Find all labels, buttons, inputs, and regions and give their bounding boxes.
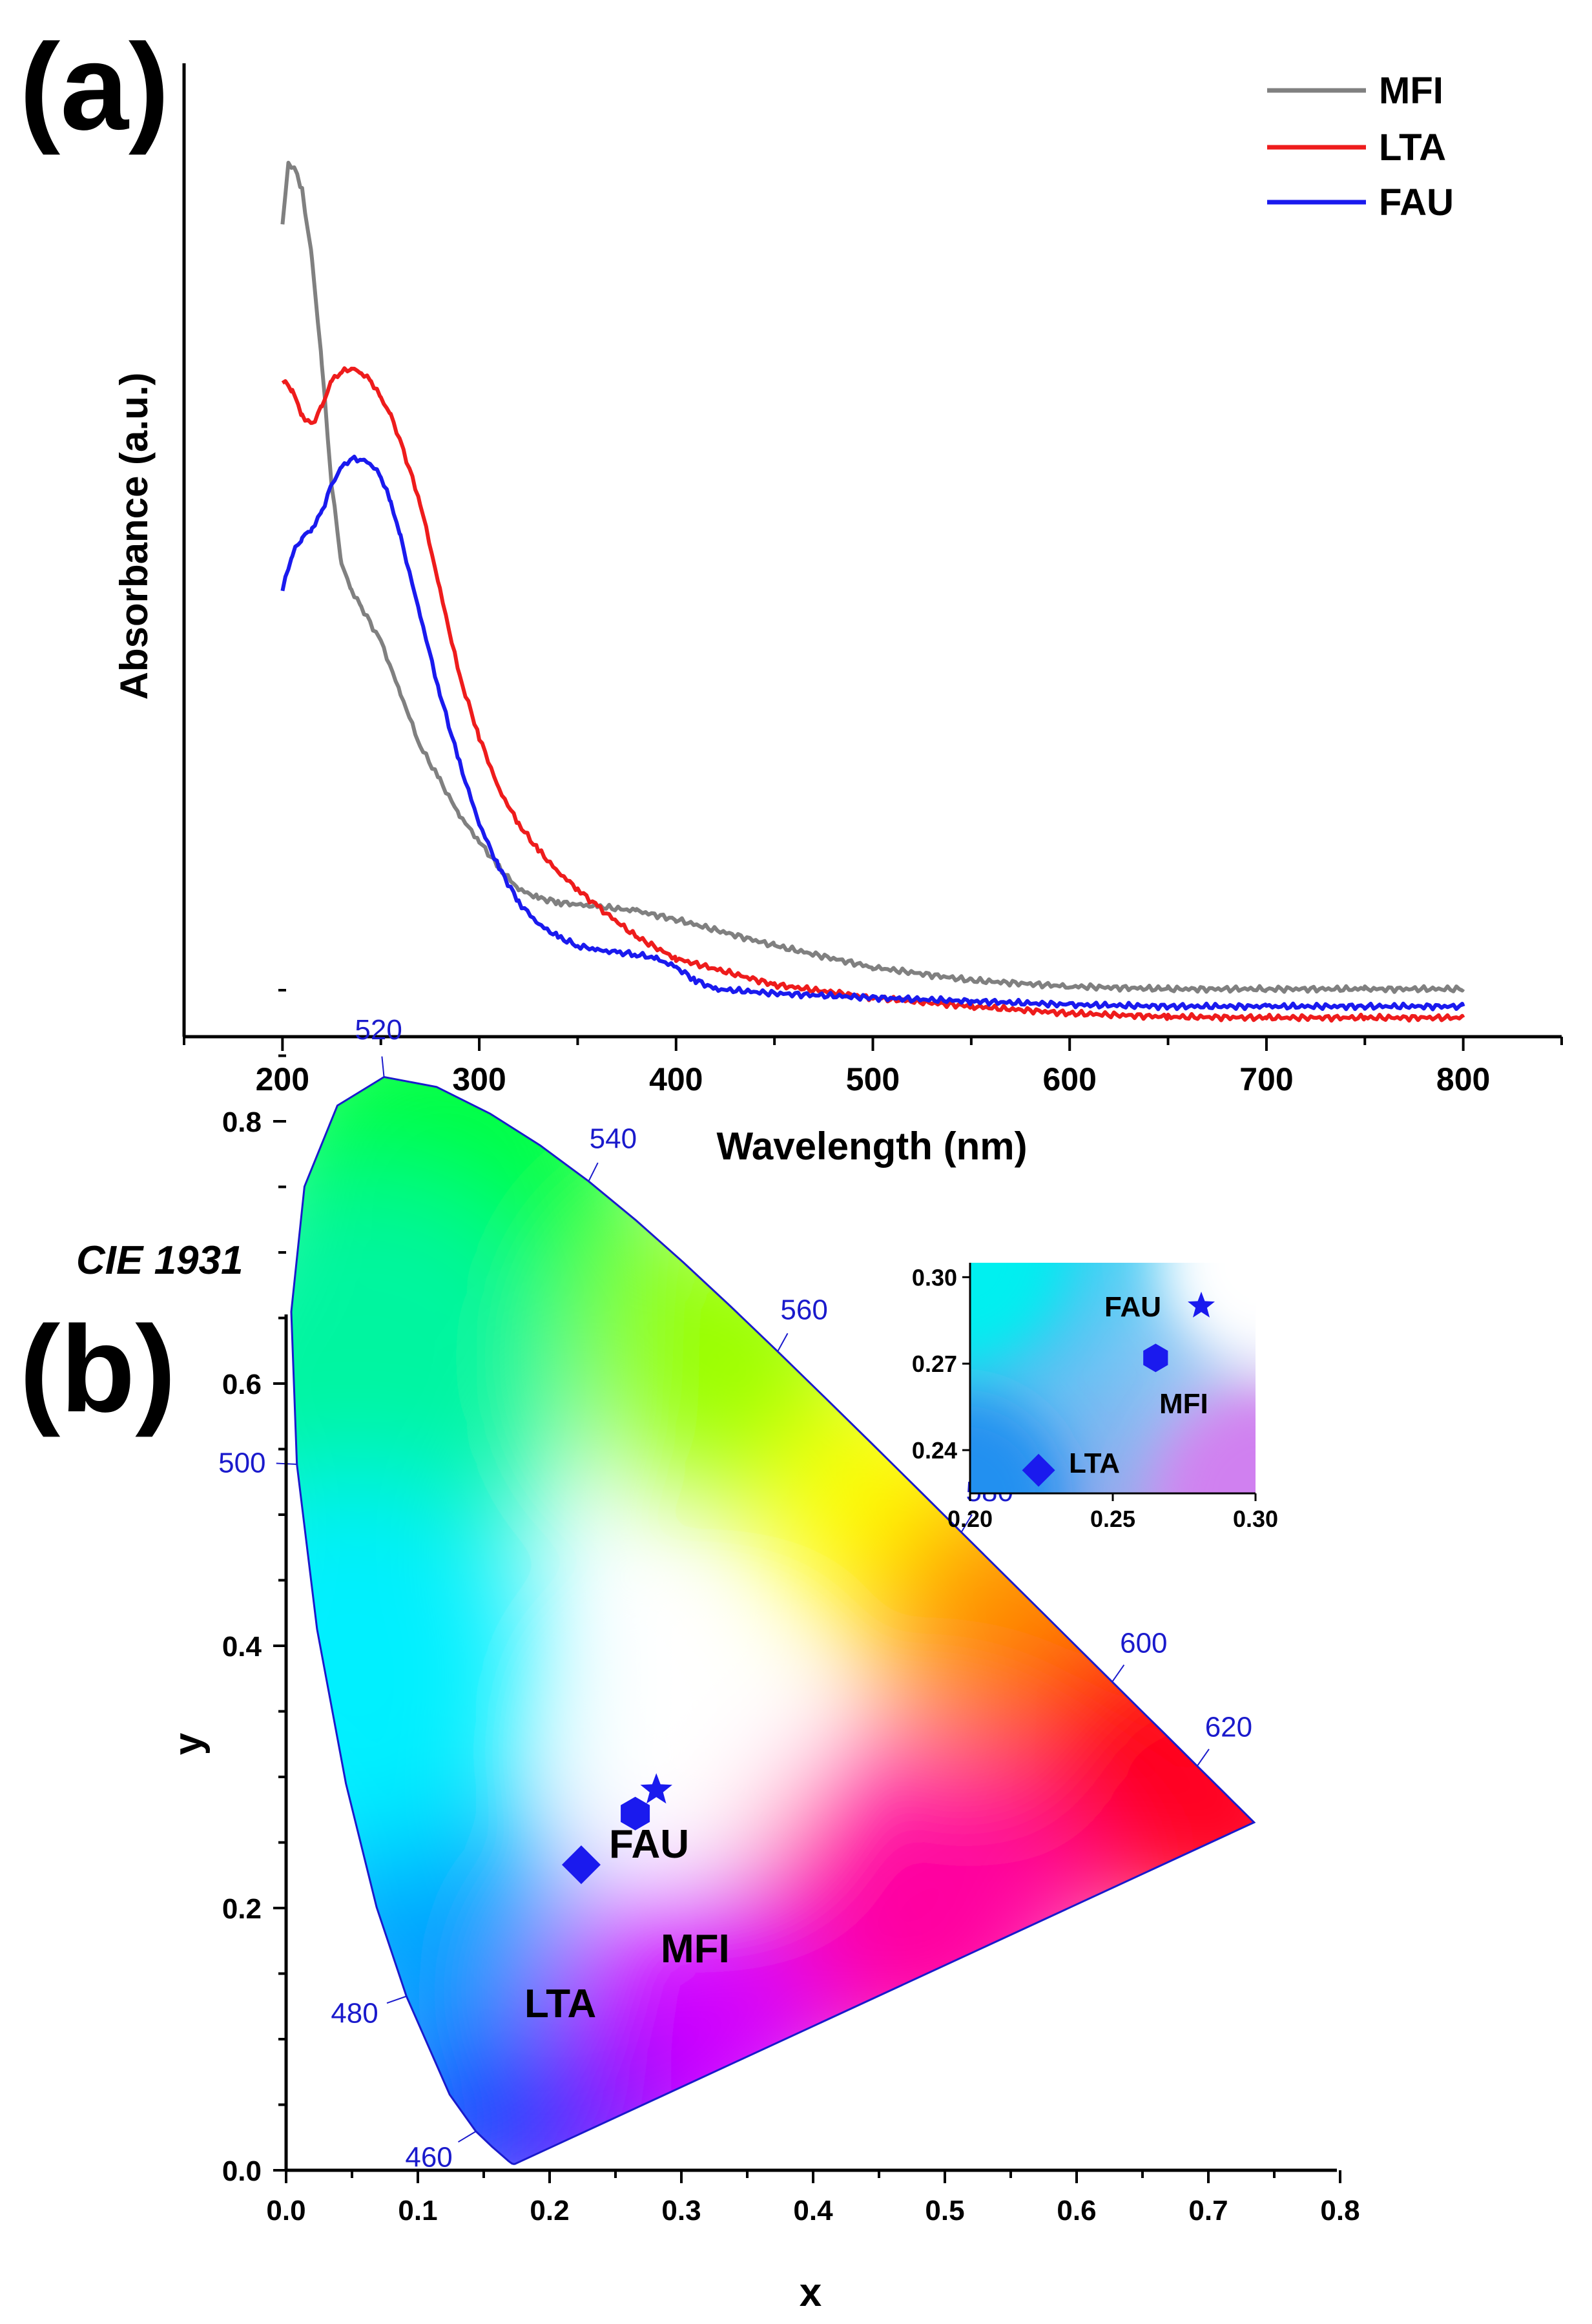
a-series-line-lta bbox=[281, 366, 1465, 1023]
point-label-lta: LTA bbox=[524, 1982, 596, 2026]
a-x-tick-label: 400 bbox=[649, 1061, 703, 1097]
wavelength-label-480: 480 bbox=[331, 1997, 378, 2029]
wavelength-tick bbox=[458, 2130, 477, 2143]
inset-marker-mfi bbox=[1143, 1344, 1168, 1373]
b-x-tick-label: 0.3 bbox=[661, 2195, 701, 2226]
inset-points bbox=[1022, 1291, 1215, 1487]
wavelength-tick bbox=[777, 1333, 789, 1352]
point-marker-fau bbox=[640, 1773, 672, 1804]
b-x-tick-label: 0.8 bbox=[1320, 2195, 1359, 2226]
legend-label-mfi: MFI bbox=[1379, 70, 1443, 112]
inset-label-mfi: MFI bbox=[1159, 1388, 1208, 1420]
a-x-tick-label: 600 bbox=[1042, 1061, 1096, 1097]
legend-label-fau: FAU bbox=[1379, 182, 1454, 223]
b-tick-labels: 0.0 0.1 0.2 0.3 0.4 0.5 0.6 0.7 0.8 0.0 0.2 0.4 0.6 0… bbox=[222, 1106, 1360, 2226]
wavelength-label-600: 600 bbox=[1120, 1627, 1167, 1659]
a-x-tick-label: 300 bbox=[452, 1061, 506, 1097]
inset-y-tick-label: 0.30 bbox=[912, 1264, 957, 1291]
a-y-axis-title: Absorbance (a.u.) bbox=[112, 373, 156, 700]
a-x-tick-label: 500 bbox=[846, 1061, 900, 1097]
panel-a-label: (a) bbox=[19, 19, 169, 156]
b-y-tick-label: 0.8 bbox=[222, 1106, 262, 1138]
inset-ticks bbox=[962, 1276, 1257, 1501]
inset-marker-fau bbox=[1188, 1291, 1215, 1318]
inset-label-lta: LTA bbox=[1069, 1447, 1120, 1479]
wavelength-label-500: 500 bbox=[218, 1447, 265, 1478]
point-label-fau: FAU bbox=[609, 1822, 689, 1867]
wavelength-label-540: 540 bbox=[590, 1123, 637, 1155]
wavelength-label-520: 520 bbox=[355, 1014, 402, 1046]
panel-b-label: (b) bbox=[19, 1301, 176, 1438]
inset-x-tick-label: 0.25 bbox=[1090, 1506, 1135, 1532]
a-x-ticks bbox=[183, 1037, 1563, 1051]
inset-y-tick-label: 0.27 bbox=[912, 1351, 957, 1377]
wavelength-tick bbox=[1196, 1748, 1210, 1767]
wavelength-label-460: 460 bbox=[405, 2141, 452, 2173]
a-x-tick-label: 800 bbox=[1436, 1061, 1490, 1097]
inset-marker-lta bbox=[1022, 1453, 1055, 1487]
a-series-line-fau bbox=[280, 454, 1465, 1012]
point-marker-lta bbox=[561, 1845, 601, 1885]
b-x-tick-label: 0.6 bbox=[1057, 2195, 1096, 2226]
wavelength-label-620: 620 bbox=[1205, 1712, 1252, 1743]
wavelength-tick bbox=[381, 1056, 385, 1077]
b-y-tick-label: 0.6 bbox=[222, 1369, 262, 1400]
b-x-tick-label: 0.4 bbox=[793, 2195, 833, 2226]
b-points bbox=[561, 1773, 672, 1885]
point-label-mfi: MFI bbox=[661, 1927, 730, 1971]
a-x-tick-labels: 200 300 400 500 600 700 800 bbox=[256, 1061, 1491, 1097]
a-legend: MFI LTA FAU bbox=[1267, 70, 1454, 223]
a-x-tick-label: 200 bbox=[256, 1061, 309, 1097]
point-marker-mfi bbox=[621, 1796, 650, 1831]
b-x-tick-label: 0.1 bbox=[398, 2195, 437, 2226]
b-x-tick-label: 0.5 bbox=[925, 2195, 964, 2226]
wavelength-tick bbox=[386, 1995, 407, 2004]
b-y-axis-title: y bbox=[166, 1732, 211, 1755]
inset-x-tick-label: 0.20 bbox=[947, 1506, 993, 1532]
inset-x-tick-label: 0.30 bbox=[1233, 1506, 1278, 1532]
legend-label-lta: LTA bbox=[1379, 127, 1446, 169]
inset-chart: 0.20 0.25 0.30 0.24 0.27 0.30 FAU MFI LTA bbox=[912, 1263, 1278, 1532]
inset-y-tick-label: 0.24 bbox=[912, 1437, 957, 1464]
inset-tick-labels: 0.20 0.25 0.30 0.24 0.27 0.30 bbox=[912, 1264, 1278, 1532]
wavelength-label-560: 560 bbox=[780, 1294, 827, 1326]
b-x-axis-title: x bbox=[800, 2270, 822, 2315]
a-x-axis-title: Wavelength (nm) bbox=[716, 1125, 1027, 1168]
cie-diagram-title: CIE 1931 bbox=[76, 1238, 243, 1283]
a-series-lines bbox=[280, 160, 1465, 1023]
b-x-tick-label: 0.0 bbox=[266, 2195, 305, 2226]
cie-diagram: CIE 1931 (b) 460 480 bbox=[19, 989, 1360, 2315]
absorbance-chart: (a) 200 300 400 500 600 700 800 Wavelength (nm… bbox=[19, 19, 1563, 1168]
inset-label-fau: FAU bbox=[1104, 1291, 1161, 1323]
wavelength-tick bbox=[1111, 1665, 1125, 1683]
wavelength-tick bbox=[588, 1162, 599, 1182]
wavelength-tick bbox=[960, 1514, 973, 1533]
a-x-tick-label: 700 bbox=[1239, 1061, 1293, 1097]
b-x-tick-label: 0.7 bbox=[1188, 2195, 1228, 2226]
a-series-line-mfi bbox=[280, 160, 1465, 994]
b-y-tick-label: 0.2 bbox=[222, 1893, 262, 1925]
b-y-tick-label: 0.4 bbox=[222, 1631, 262, 1663]
b-y-tick-label: 0.0 bbox=[222, 2155, 262, 2187]
b-ticks bbox=[273, 989, 1341, 2183]
b-x-tick-label: 0.2 bbox=[530, 2195, 569, 2226]
